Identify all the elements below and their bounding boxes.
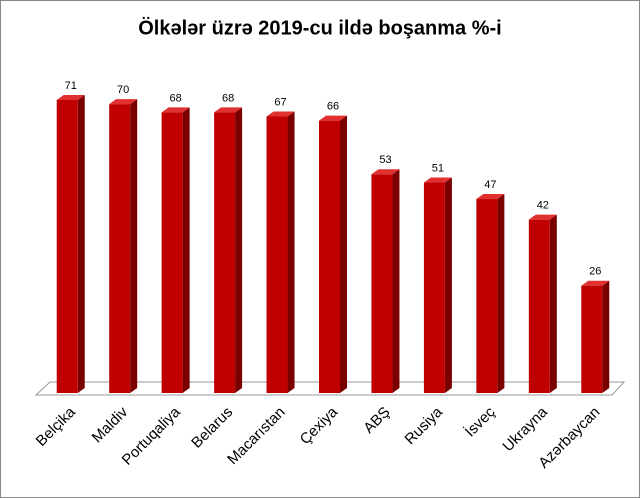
- bar-side: [549, 214, 557, 393]
- bar-top: [214, 107, 243, 113]
- bar-front: [109, 104, 131, 393]
- bar-side: [235, 107, 243, 393]
- bar-front: [266, 116, 288, 393]
- bar: [319, 115, 347, 394]
- bar-front: [319, 120, 340, 394]
- value-label: 68: [170, 92, 182, 104]
- bar-side: [130, 99, 138, 393]
- bar-side: [287, 111, 295, 393]
- bar-front: [581, 285, 603, 393]
- value-label: 26: [589, 266, 601, 278]
- bar-side: [77, 95, 85, 393]
- bar: [528, 214, 557, 393]
- bar-side: [392, 169, 400, 393]
- value-label: 71: [65, 80, 77, 92]
- value-label: 70: [117, 84, 129, 96]
- bar-top: [161, 107, 190, 113]
- bar-side: [182, 107, 190, 393]
- bar: [266, 111, 295, 393]
- bar: [56, 95, 85, 393]
- value-label: 47: [484, 179, 496, 191]
- bar-top: [319, 115, 347, 121]
- bar: [581, 280, 610, 393]
- bar-top: [528, 214, 557, 220]
- value-label: 42: [537, 200, 549, 212]
- bar: [423, 177, 452, 393]
- value-label: 51: [432, 162, 444, 174]
- bar: [476, 194, 505, 393]
- value-label: 66: [327, 101, 339, 113]
- bar-top: [371, 169, 400, 175]
- bar: [109, 99, 138, 393]
- bar-front: [371, 174, 393, 393]
- bar-top: [266, 111, 295, 117]
- value-label: 68: [222, 92, 234, 104]
- bar-front: [161, 112, 183, 393]
- value-label: 53: [379, 154, 391, 166]
- bar-front: [476, 199, 498, 393]
- bar-top: [109, 99, 138, 105]
- bar-front: [528, 219, 550, 393]
- bar-front: [214, 112, 236, 393]
- bar-top: [476, 194, 505, 200]
- bar-side: [497, 194, 505, 393]
- bar-front: [423, 182, 445, 393]
- bar-top: [423, 177, 452, 183]
- bar-side: [444, 177, 452, 393]
- bar: [214, 107, 243, 393]
- value-label: 67: [274, 96, 286, 108]
- bar: [371, 169, 400, 393]
- bar-side: [602, 280, 610, 393]
- bar: [161, 107, 190, 393]
- bar-top: [581, 280, 610, 286]
- bar-top: [56, 95, 85, 100]
- chart-title: Ölkələr üzrə 2019-cu ildə boşanma %-i: [138, 16, 501, 39]
- bar-side: [340, 115, 347, 394]
- bar-front: [56, 100, 78, 393]
